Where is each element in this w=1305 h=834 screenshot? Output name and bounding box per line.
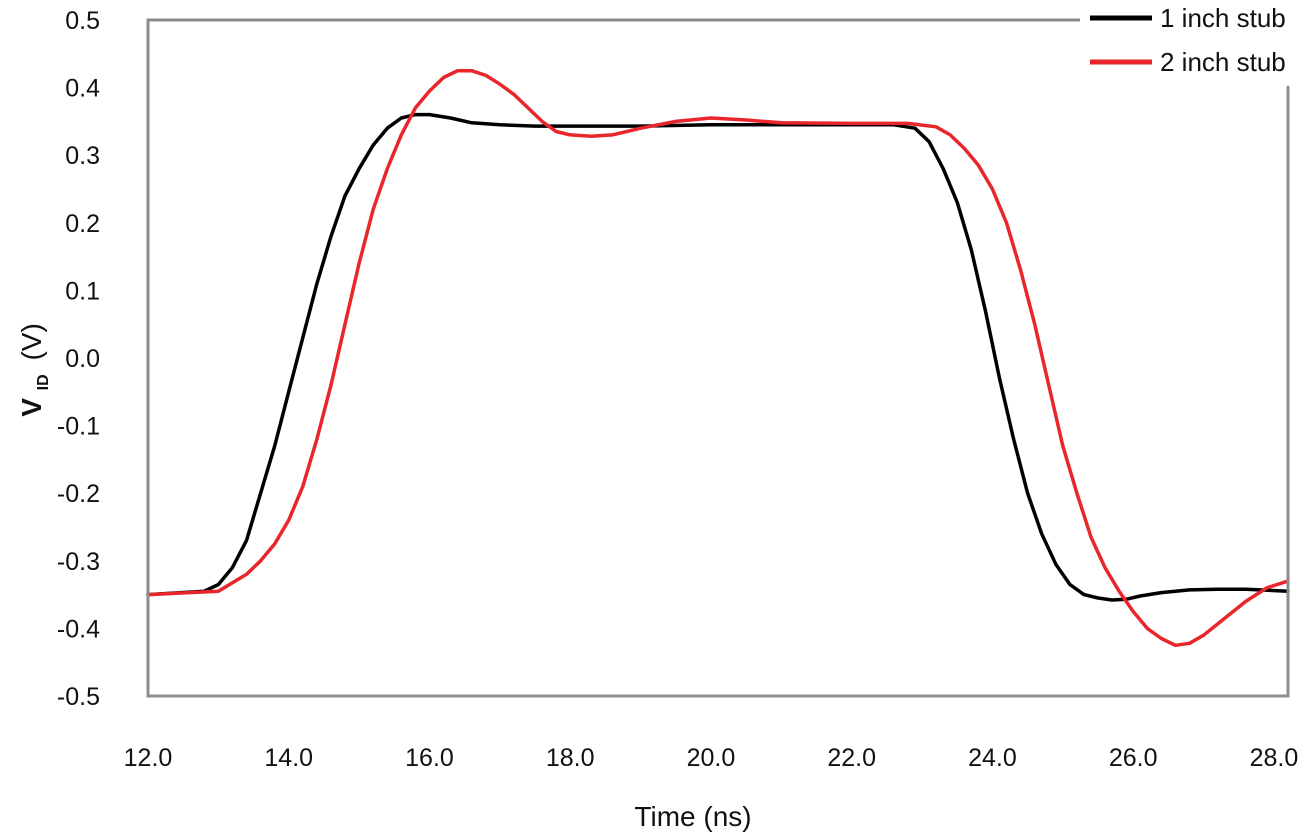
y-tick-label: 0.5 <box>65 7 100 35</box>
svg-text:V ID (V): V ID (V) <box>16 323 54 417</box>
x-tick-label: 28.0 <box>1250 744 1299 772</box>
x-tick-label: 14.0 <box>264 744 313 772</box>
y-axis-title: V ID (V) <box>16 323 54 417</box>
series-line-2 <box>146 68 1290 648</box>
y-tick-label: 0.3 <box>65 142 100 170</box>
x-axis-title: Time (ns) <box>634 801 751 832</box>
series-line-1 <box>146 112 1290 602</box>
y-tick-label: 0.2 <box>65 210 100 238</box>
x-axis-ticks: 12.0 14.0 16.0 18.0 20.0 22.0 24.0 26.0 28.0 <box>124 744 1299 772</box>
y-tick-label: -0.4 <box>57 615 100 643</box>
legend-label-2: 2 inch stub <box>1160 47 1286 77</box>
x-tick-label: 26.0 <box>1109 744 1158 772</box>
y-axis-title-unit: (V) <box>16 323 47 360</box>
y-axis-title-main: V <box>16 398 47 417</box>
y-tick-label: -0.1 <box>57 413 100 441</box>
legend: 1 inch stub 2 inch stub <box>1080 0 1298 86</box>
y-tick-label: 0.4 <box>65 75 100 103</box>
series-layer <box>146 68 1290 648</box>
x-tick-label: 12.0 <box>124 744 173 772</box>
y-axis-ticks: 0.5 0.4 0.3 0.2 0.1 0.0 -0.1 -0.2 -0.3 -0.4 -0.5 <box>57 7 100 711</box>
x-tick-label: 22.0 <box>827 744 876 772</box>
y-tick-label: -0.3 <box>57 548 100 576</box>
plot-frame <box>146 18 1290 698</box>
legend-background <box>1080 0 1298 86</box>
x-tick-label: 16.0 <box>405 744 454 772</box>
y-tick-label: 0.1 <box>65 277 100 305</box>
x-tick-label: 24.0 <box>968 744 1017 772</box>
y-tick-label: -0.5 <box>57 683 100 711</box>
legend-label-1: 1 inch stub <box>1160 3 1286 33</box>
x-tick-label: 18.0 <box>546 744 595 772</box>
x-tick-label: 20.0 <box>687 744 736 772</box>
y-tick-label: 0.0 <box>65 345 100 373</box>
y-axis-title-subscript: ID <box>35 374 52 390</box>
y-tick-label: -0.2 <box>57 480 100 508</box>
